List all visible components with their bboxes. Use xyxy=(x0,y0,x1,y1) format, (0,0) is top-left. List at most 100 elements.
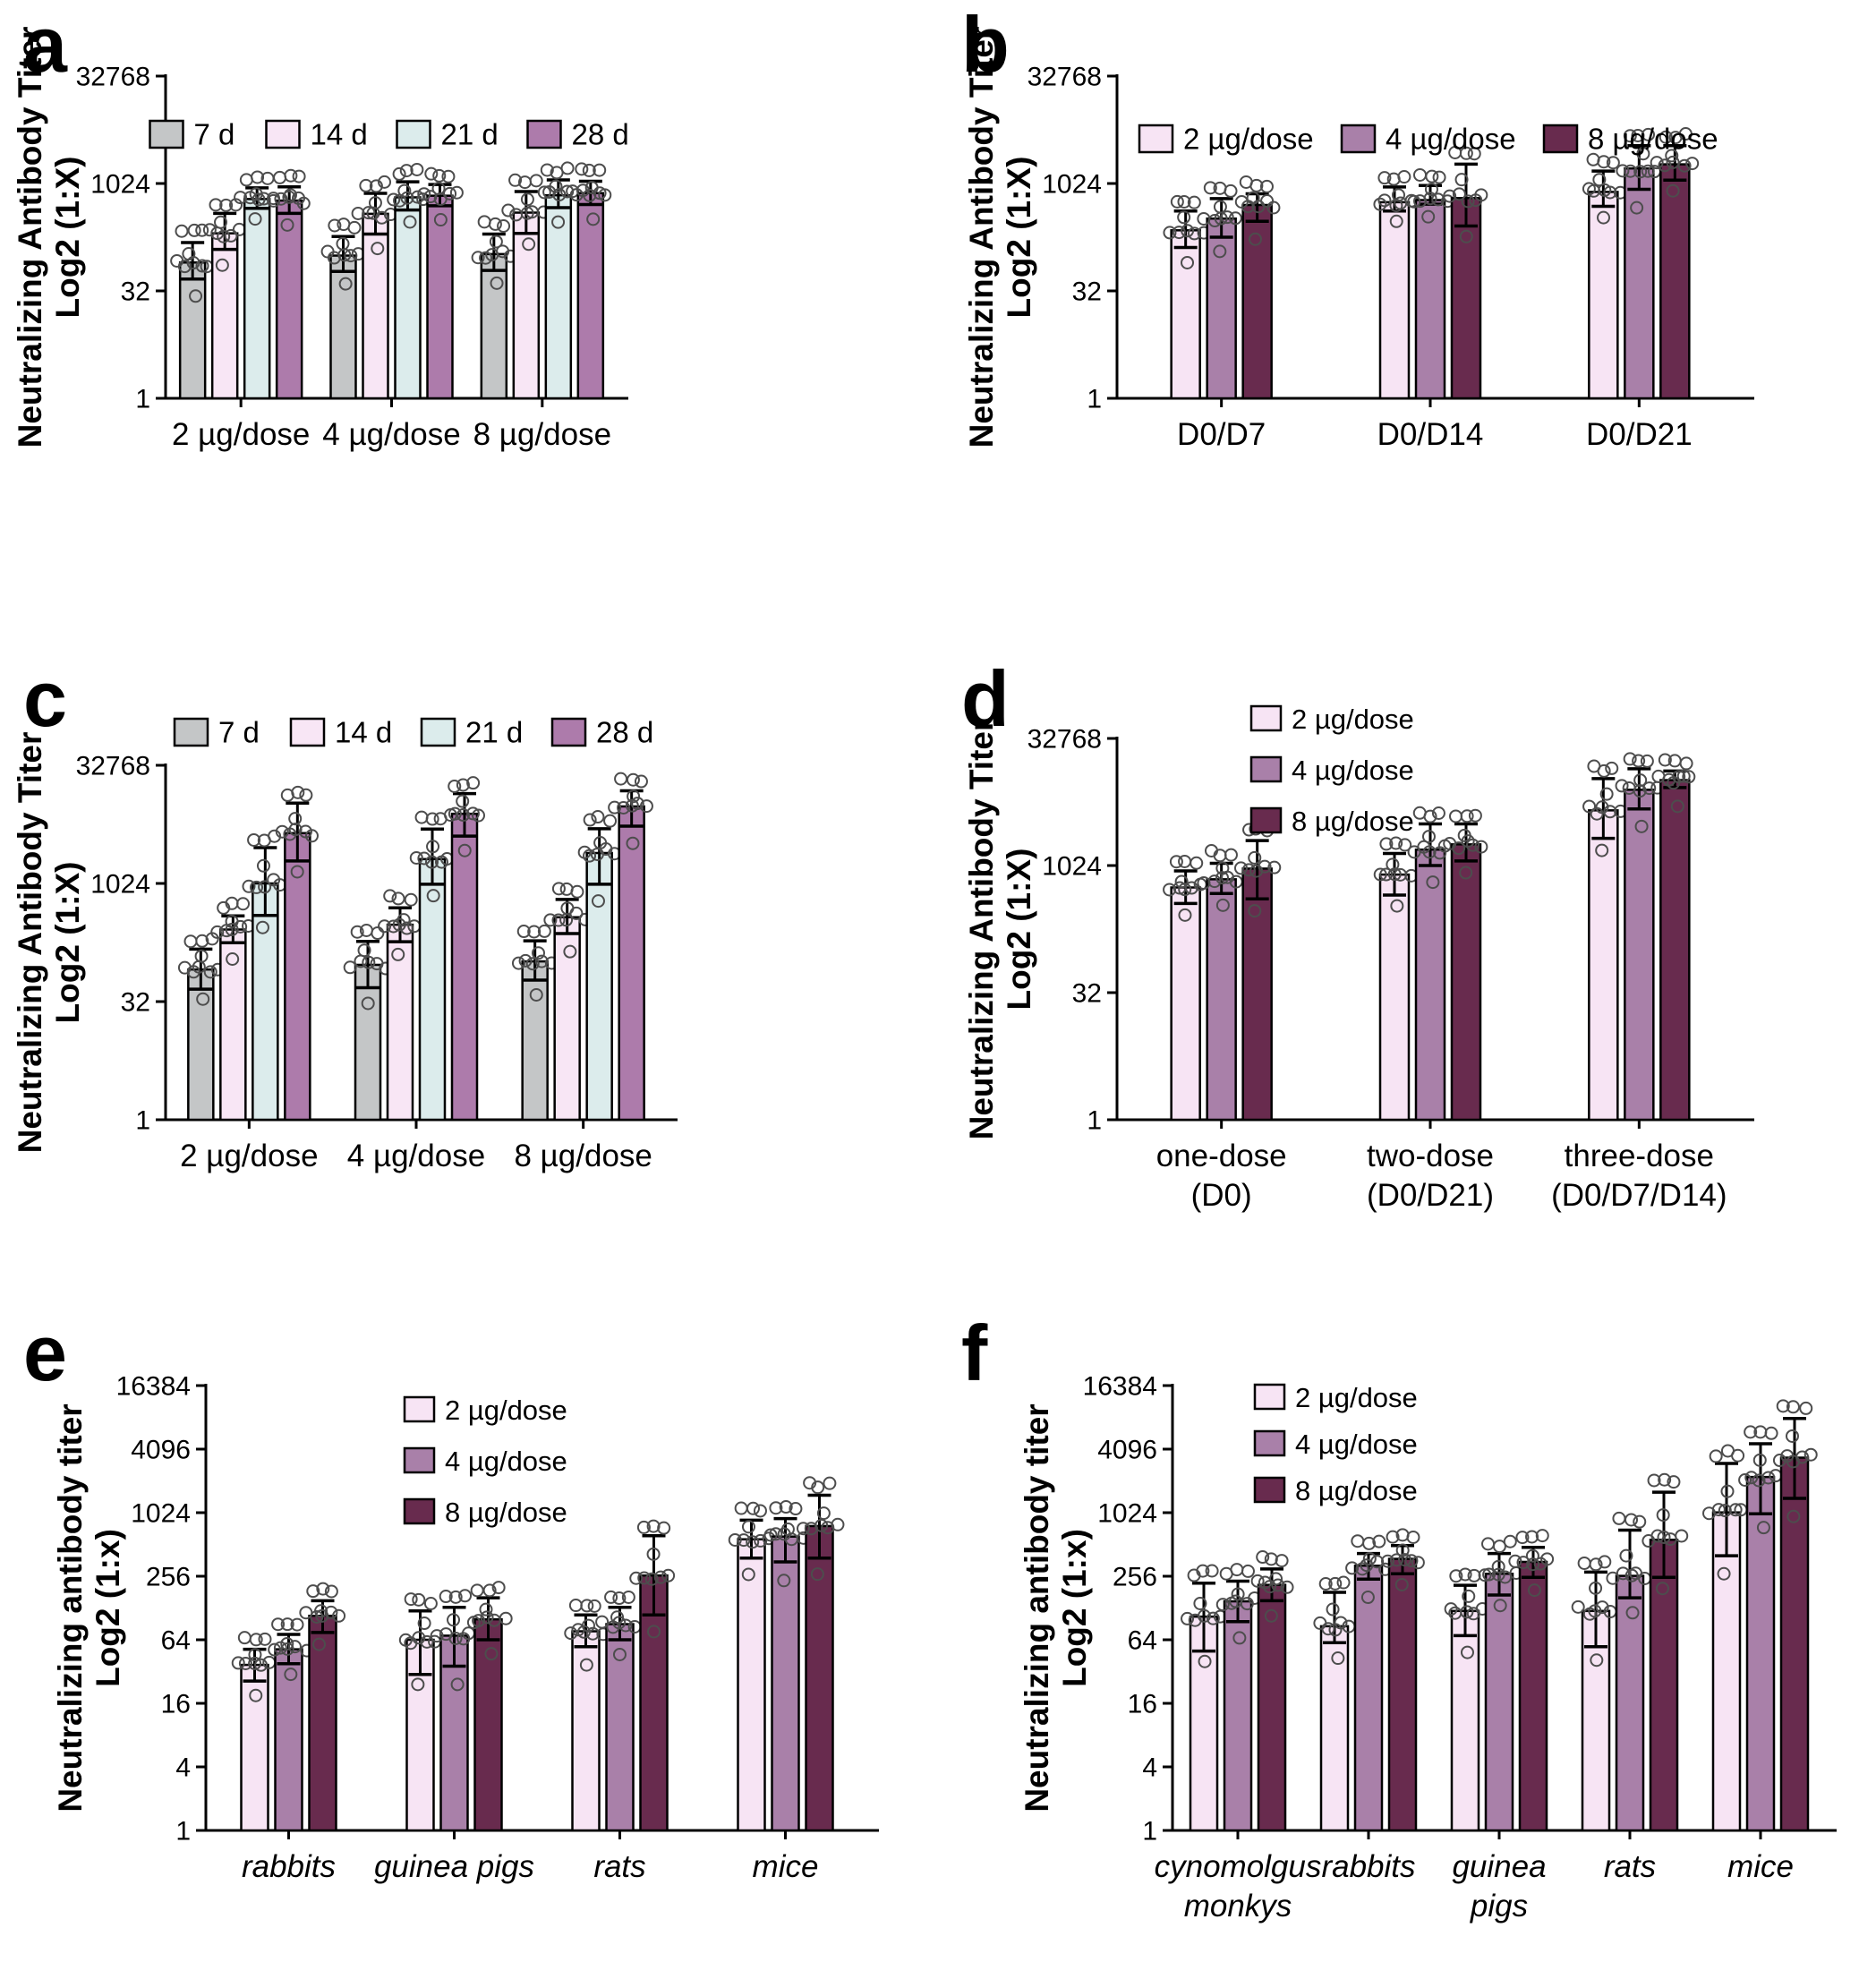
data-point xyxy=(552,188,567,202)
data-point xyxy=(1577,1556,1591,1570)
legend-label: 2 µg/dose xyxy=(1292,704,1414,735)
bar xyxy=(1257,1583,1287,1832)
y-axis-title-line1: Neutralizing Antibody Titer xyxy=(963,27,1000,448)
bar xyxy=(1779,1456,1810,1832)
data-point xyxy=(258,880,272,894)
data-point xyxy=(1181,224,1195,238)
data-point xyxy=(1381,1554,1395,1568)
panel-a-chart: 32768 1024 32 1 Neutralizing Antibody Titer L… xyxy=(12,27,629,452)
data-point xyxy=(1589,1581,1603,1595)
data-point xyxy=(424,855,439,869)
data-point xyxy=(196,992,210,1006)
x-category-label: rats xyxy=(593,1849,645,1884)
panel-a-label: a xyxy=(23,0,67,89)
data-point xyxy=(1177,210,1191,225)
data-point xyxy=(1606,156,1620,170)
legend-label: 14 d xyxy=(311,118,368,151)
data-point xyxy=(1411,1556,1425,1570)
bar xyxy=(1659,163,1691,400)
data-point xyxy=(566,184,580,199)
bar xyxy=(386,923,414,1122)
legend-label: 2 µg/dose xyxy=(1295,1382,1418,1413)
legend-swatch xyxy=(396,119,431,149)
data-point xyxy=(224,228,238,243)
data-point xyxy=(1804,1447,1818,1462)
data-point xyxy=(1636,147,1650,161)
y-tick-label: 1 xyxy=(135,385,150,414)
data-point xyxy=(1540,1552,1555,1566)
data-point xyxy=(579,1658,593,1672)
data-point xyxy=(324,1584,338,1599)
data-point xyxy=(1398,838,1412,852)
data-point xyxy=(1481,1537,1496,1551)
data-point xyxy=(1431,806,1445,820)
data-point xyxy=(646,1547,661,1561)
data-point xyxy=(1670,799,1684,814)
data-point xyxy=(1280,1580,1294,1594)
data-point xyxy=(1718,1504,1732,1518)
data-point xyxy=(1720,1484,1735,1498)
x-category-label: rabbits xyxy=(1321,1849,1415,1884)
bar xyxy=(1170,886,1201,1122)
data-point xyxy=(1785,1429,1799,1443)
data-point xyxy=(1603,185,1617,200)
data-point xyxy=(1207,214,1222,228)
data-point xyxy=(598,188,612,202)
data-point xyxy=(626,772,640,787)
y-tick-label: 1 xyxy=(1087,385,1102,414)
data-point xyxy=(258,1632,272,1646)
data-point xyxy=(343,960,357,975)
data-point xyxy=(746,1535,760,1549)
data-point xyxy=(238,1656,252,1670)
data-point xyxy=(1588,1604,1602,1618)
data-point xyxy=(1612,1511,1626,1525)
data-point xyxy=(604,1590,618,1604)
legend-label: 14 d xyxy=(335,716,392,749)
bar xyxy=(1353,1565,1384,1832)
data-point xyxy=(378,919,392,934)
data-point xyxy=(368,196,382,210)
data-point xyxy=(1397,1553,1411,1567)
panel-e-chart: 16384 4096 1024 256 64 16 4 1 Neutralizing antib… xyxy=(52,1372,879,1884)
legend-swatch xyxy=(173,717,209,747)
data-point xyxy=(403,215,417,229)
data-point xyxy=(618,1618,633,1633)
bar xyxy=(1711,1511,1742,1832)
data-point xyxy=(1641,164,1655,178)
data-point xyxy=(1603,805,1617,819)
data-point xyxy=(1355,1562,1369,1576)
data-point xyxy=(316,1582,330,1596)
legend-swatch xyxy=(1253,1429,1286,1457)
y-axis-title-line2: Log2 (1:x) xyxy=(1056,1529,1093,1687)
data-point xyxy=(387,919,401,934)
panel-c-chart: 32768 1024 32 1 Neutralizing Antibody Titer L… xyxy=(12,716,678,1173)
data-point xyxy=(1752,1453,1767,1467)
bar xyxy=(1414,199,1446,400)
data-point xyxy=(338,277,353,291)
bar xyxy=(1170,229,1201,400)
data-point xyxy=(489,235,503,249)
panel-f: f 16384 4096 1024 256 64 16 4 1 Neutralizing ant… xyxy=(938,1309,1876,1962)
data-point xyxy=(491,1581,506,1595)
data-point xyxy=(215,258,229,272)
data-point xyxy=(1656,1508,1670,1523)
data-point xyxy=(249,187,263,201)
y-tick-label: 4096 xyxy=(1097,1436,1157,1465)
x-category-label: three-dose xyxy=(1565,1139,1714,1173)
data-point xyxy=(1318,1576,1333,1591)
data-point xyxy=(195,223,209,237)
bar xyxy=(1241,203,1273,400)
data-point xyxy=(1174,874,1189,889)
data-point xyxy=(177,260,192,274)
data-point xyxy=(1474,188,1488,202)
data-point xyxy=(612,1591,627,1606)
bar xyxy=(512,211,541,400)
data-point xyxy=(627,789,641,804)
legend-label: 28 d xyxy=(572,118,629,151)
data-point xyxy=(741,1567,755,1582)
legend-swatch xyxy=(265,119,301,149)
data-point xyxy=(1170,194,1184,209)
y-tick-label: 32 xyxy=(121,988,150,1018)
legend-label: 21 d xyxy=(441,118,499,151)
bar xyxy=(605,1623,635,1832)
